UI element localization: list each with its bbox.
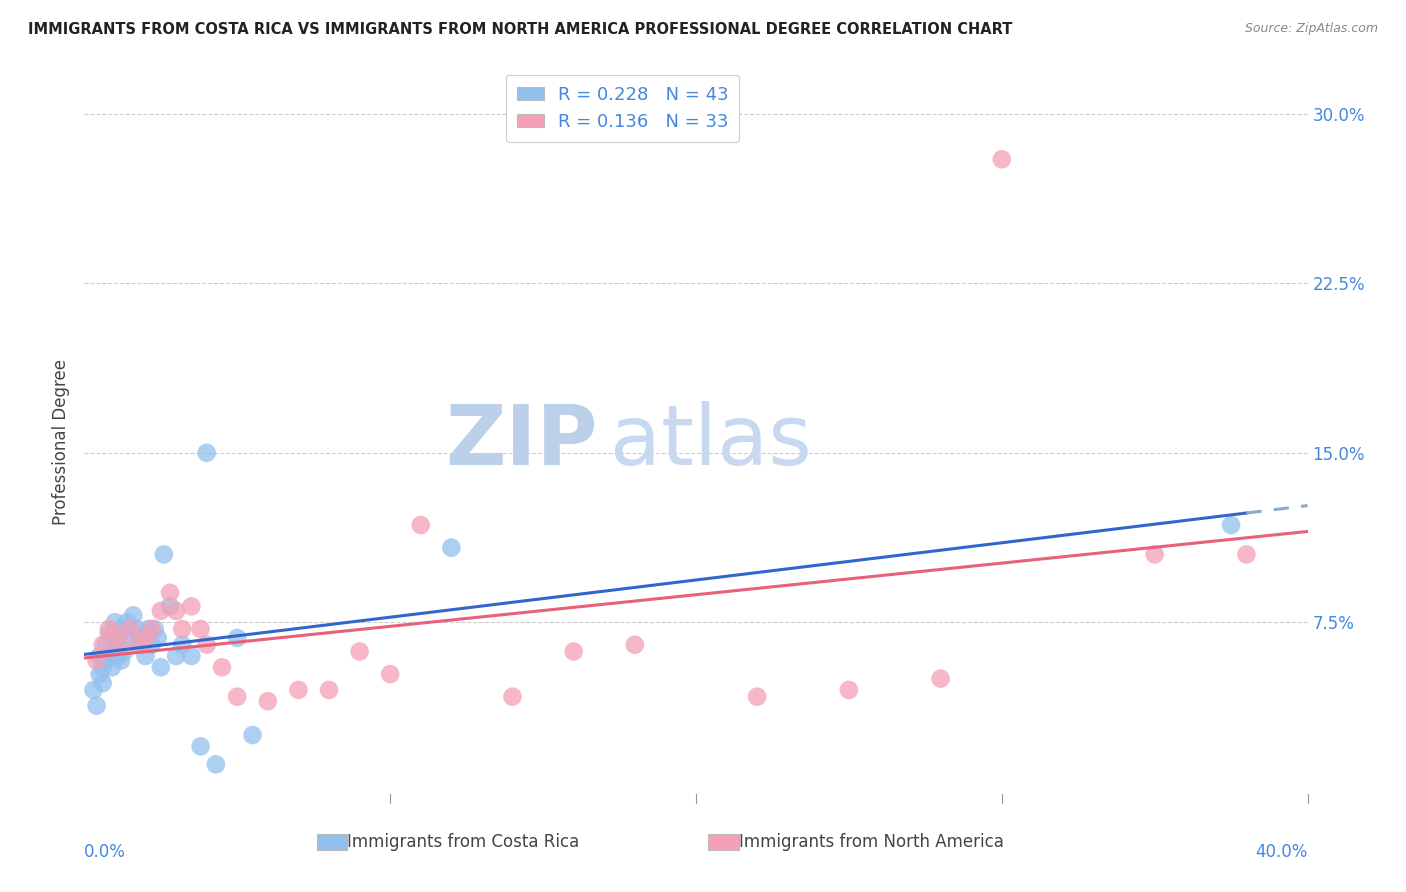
Point <box>128 631 150 645</box>
Text: IMMIGRANTS FROM COSTA RICA VS IMMIGRANTS FROM NORTH AMERICA PROFESSIONAL DEGREE : IMMIGRANTS FROM COSTA RICA VS IMMIGRANTS… <box>28 22 1012 37</box>
Point <box>1220 518 1243 533</box>
Text: ZIP: ZIP <box>446 401 598 482</box>
Point <box>110 654 132 668</box>
Point <box>195 638 218 652</box>
Point <box>89 648 111 663</box>
Point <box>929 672 952 686</box>
Point <box>138 622 160 636</box>
Point <box>380 667 402 681</box>
Point <box>122 608 145 623</box>
Point <box>141 622 163 636</box>
Point <box>86 654 108 668</box>
Point <box>180 648 202 663</box>
Point <box>97 648 120 663</box>
Point <box>318 682 340 697</box>
Point <box>104 615 127 630</box>
Point <box>991 153 1014 167</box>
Point <box>190 739 212 754</box>
Point <box>107 631 129 645</box>
Point <box>165 604 187 618</box>
Point <box>97 622 120 636</box>
Point <box>107 648 129 663</box>
Point <box>257 694 280 708</box>
Point <box>110 622 132 636</box>
Point <box>159 586 181 600</box>
Point <box>89 667 111 681</box>
Point <box>226 690 249 704</box>
Point <box>624 638 647 652</box>
Point <box>838 682 860 697</box>
Point <box>180 599 202 614</box>
Point <box>135 631 157 645</box>
Text: Source: ZipAtlas.com: Source: ZipAtlas.com <box>1244 22 1378 36</box>
Point <box>211 660 233 674</box>
Point <box>120 631 142 645</box>
Point <box>349 644 371 658</box>
Point <box>91 638 114 652</box>
Point <box>159 599 181 614</box>
Point <box>91 660 114 674</box>
Point <box>125 622 148 636</box>
Point <box>153 548 176 562</box>
Point <box>94 638 117 652</box>
Point <box>1236 548 1258 562</box>
Point <box>242 728 264 742</box>
Point <box>104 626 127 640</box>
Point <box>115 615 138 630</box>
FancyBboxPatch shape <box>709 834 738 850</box>
Point <box>91 676 114 690</box>
Point <box>135 648 157 663</box>
Point <box>502 690 524 704</box>
Text: 0.0%: 0.0% <box>84 844 127 862</box>
Y-axis label: Professional Degree: Professional Degree <box>52 359 70 524</box>
Text: Immigrants from Costa Rica: Immigrants from Costa Rica <box>347 833 579 851</box>
Point <box>104 638 127 652</box>
Point <box>110 638 132 652</box>
Point <box>143 622 166 636</box>
Point <box>149 660 172 674</box>
Point <box>120 622 142 636</box>
Point <box>149 604 172 618</box>
Point <box>409 518 432 533</box>
Point <box>97 626 120 640</box>
Point <box>101 644 124 658</box>
Point <box>141 638 163 652</box>
Point <box>172 622 194 636</box>
Point <box>86 698 108 713</box>
Point <box>226 631 249 645</box>
Point <box>205 757 228 772</box>
Legend: R = 0.228   N = 43, R = 0.136   N = 33: R = 0.228 N = 43, R = 0.136 N = 33 <box>506 75 740 142</box>
Point <box>1143 548 1166 562</box>
Point <box>94 654 117 668</box>
Point <box>101 660 124 674</box>
Point <box>165 648 187 663</box>
FancyBboxPatch shape <box>316 834 347 850</box>
Text: atlas: atlas <box>610 401 813 482</box>
Point <box>128 638 150 652</box>
Text: Immigrants from North America: Immigrants from North America <box>738 833 1004 851</box>
Point <box>83 682 105 697</box>
Text: 40.0%: 40.0% <box>1256 844 1308 862</box>
Point <box>287 682 309 697</box>
Point <box>190 622 212 636</box>
Point <box>146 631 169 645</box>
Point <box>195 446 218 460</box>
Point <box>440 541 463 555</box>
Point <box>562 644 585 658</box>
Point <box>747 690 769 704</box>
Point <box>172 638 194 652</box>
Point <box>131 638 153 652</box>
Point <box>112 644 135 658</box>
